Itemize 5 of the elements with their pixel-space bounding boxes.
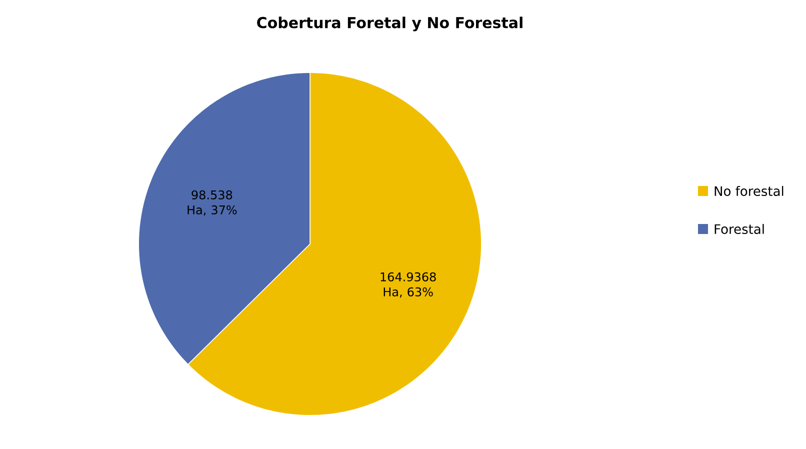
chart-title: Cobertura Foretal y No Forestal — [257, 16, 522, 32]
legend-label: No forestal — [714, 186, 784, 196]
data-label: 98.538 Ha, 37% — [188, 190, 237, 216]
legend-label: Forestal — [714, 224, 764, 234]
data-label: 164.9368 Ha, 63% — [380, 272, 436, 298]
